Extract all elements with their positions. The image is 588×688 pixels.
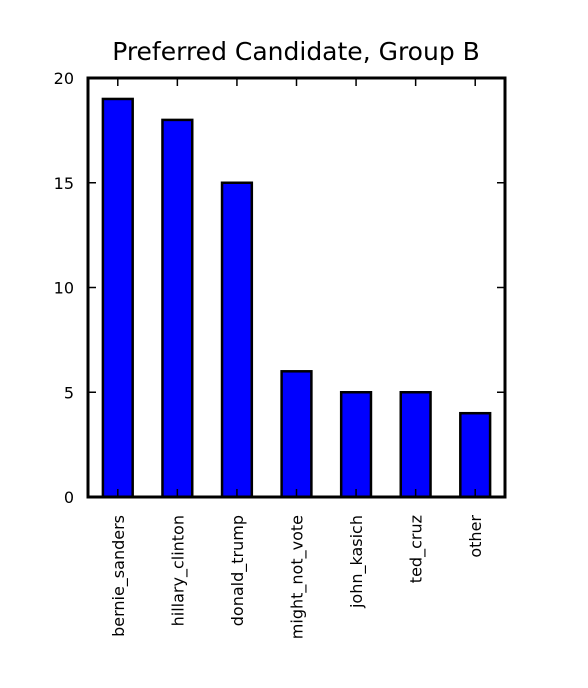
bar-ted_cruz — [399, 391, 432, 499]
x-category-label: donald_trump — [228, 515, 248, 626]
bar-bernie_sanders — [101, 97, 134, 499]
y-tick-label: 20 — [54, 69, 74, 88]
x-category-label: hillary_clinton — [168, 515, 188, 626]
y-tick-label: 10 — [54, 279, 74, 298]
x-category-label: ted_cruz — [407, 515, 427, 583]
x-category-label: might_not_vote — [288, 515, 308, 639]
y-tick-label: 15 — [54, 174, 74, 193]
x-category-label: other — [466, 515, 485, 558]
bars-group — [101, 97, 492, 499]
bar-john_kasich — [339, 391, 373, 499]
x-category-label: bernie_sanders — [109, 515, 129, 637]
y-tick-label: 0 — [64, 488, 74, 507]
bar-donald_trump — [220, 181, 254, 499]
plot-frame — [86, 76, 507, 499]
x-category-label: john_kasich — [347, 515, 367, 609]
x-axis: bernie_sanders hillary_clinton donald_trum… — [109, 78, 485, 639]
bar-hillary_clinton — [161, 118, 194, 499]
bar-other — [459, 411, 492, 499]
bar-might_not_vote — [280, 370, 313, 499]
y-tick-label: 5 — [64, 383, 74, 402]
chart-title: Preferred Candidate, Group B — [112, 37, 480, 66]
